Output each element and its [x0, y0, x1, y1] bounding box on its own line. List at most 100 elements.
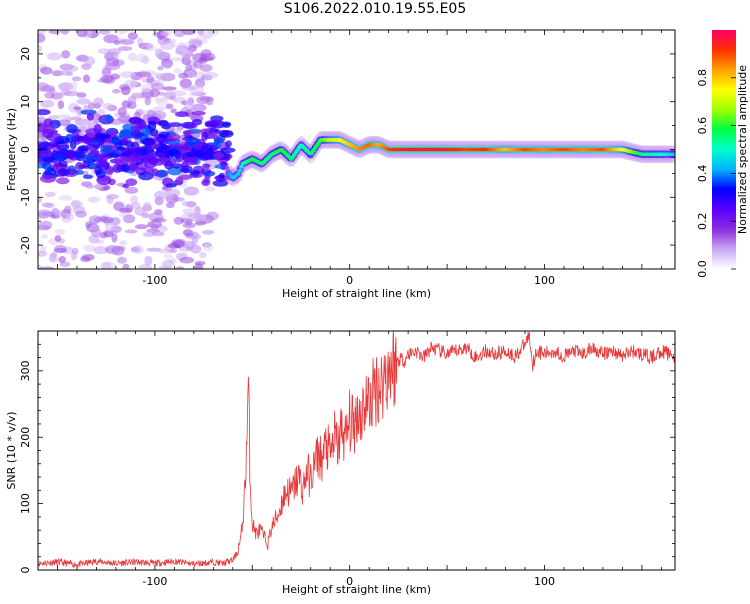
noise-blob — [166, 193, 174, 198]
noise-blob — [170, 57, 185, 62]
noise-blob — [50, 92, 64, 100]
band-blob — [46, 145, 53, 150]
colorbar-label: Normalized spectral amplitude — [736, 65, 749, 234]
band-blob — [204, 120, 221, 128]
colorbar-tick-label: 0.8 — [696, 69, 709, 87]
ridge-core — [237, 168, 242, 173]
noise-blob — [174, 266, 185, 269]
band-blob — [183, 130, 191, 138]
noise-blob — [38, 251, 48, 257]
band-blob — [219, 130, 234, 138]
noise-blob — [40, 66, 53, 75]
band-blob — [199, 128, 210, 135]
noise-blob — [133, 245, 144, 254]
snr-x-tick-label: 100 — [534, 575, 555, 588]
noise-blob — [106, 195, 114, 205]
band-blob — [176, 145, 191, 151]
noise-blob — [162, 86, 177, 91]
noise-blob — [98, 30, 111, 35]
noise-blob — [83, 244, 96, 252]
band-blob — [164, 159, 173, 170]
noise-blob — [88, 215, 102, 224]
noise-blob — [117, 245, 126, 251]
noise-blob — [196, 35, 212, 40]
noise-blob — [155, 72, 163, 80]
noise-blob — [142, 232, 155, 237]
band-blob — [56, 177, 70, 185]
noise-blob — [142, 201, 152, 210]
band-blob — [86, 113, 95, 121]
band-blob — [167, 122, 183, 127]
noise-blob — [54, 244, 67, 253]
noise-blob — [173, 30, 186, 38]
band-blob — [80, 109, 97, 115]
noise-blob — [142, 91, 154, 99]
noise-blob — [165, 202, 175, 209]
band-blob — [95, 133, 112, 139]
noise-blob — [144, 255, 153, 266]
band-blob — [93, 124, 103, 134]
band-blob — [122, 123, 134, 131]
noise-blob — [41, 234, 48, 239]
noise-blob — [153, 96, 168, 103]
noise-blob — [83, 105, 90, 110]
band-blob — [107, 167, 117, 173]
band-blob — [187, 150, 199, 158]
noise-blob — [44, 202, 55, 209]
noise-blob — [189, 244, 202, 254]
band-blob — [218, 172, 226, 179]
noise-blob — [170, 108, 177, 114]
noise-blob — [204, 186, 216, 192]
noise-blob — [154, 48, 165, 58]
heatmap-x-axis-label: Height of straight line (km) — [282, 287, 431, 300]
noise-blob — [176, 42, 189, 52]
noise-blob — [71, 76, 82, 82]
band-blob — [142, 138, 156, 146]
snr-plot-area — [38, 331, 675, 569]
band-blob — [148, 120, 157, 131]
noise-blob — [81, 253, 95, 261]
band-blob — [107, 130, 119, 136]
band-blob — [121, 163, 130, 173]
band-blob — [158, 157, 170, 162]
band-blob — [69, 139, 77, 150]
noise-blob — [116, 256, 128, 264]
band-blob — [105, 114, 113, 123]
band-blob — [38, 109, 51, 116]
noise-blob — [182, 208, 197, 214]
noise-blob — [88, 102, 95, 110]
band-blob — [39, 150, 53, 157]
noise-blob — [123, 214, 136, 224]
noise-blob — [119, 39, 135, 45]
band-blob — [46, 132, 62, 142]
noise-blob — [180, 218, 193, 224]
noise-blob — [162, 62, 173, 69]
noise-blob — [128, 52, 137, 62]
noise-blob — [104, 245, 121, 255]
noise-blob — [170, 90, 187, 97]
ridge-core — [239, 164, 244, 169]
noise-blob — [175, 49, 184, 55]
band-blob — [71, 132, 80, 137]
noise-blob — [112, 88, 121, 94]
band-blob — [105, 153, 120, 158]
band-blob — [214, 164, 227, 169]
noise-blob — [181, 51, 191, 60]
noise-blob — [185, 232, 195, 237]
noise-blob — [194, 263, 204, 269]
heatmap-x-tick-label: 0 — [346, 274, 353, 287]
noise-blob — [160, 226, 168, 232]
band-blob — [191, 111, 206, 116]
band-blob — [202, 170, 216, 177]
noise-blob — [129, 80, 138, 88]
heatmap-y-tick-label: 0 — [19, 146, 32, 153]
noise-blob — [187, 45, 197, 52]
noise-blob — [163, 253, 173, 259]
noise-blob — [124, 229, 138, 234]
noise-blob — [182, 30, 196, 35]
snr-x-tick-label: -100 — [142, 575, 167, 588]
noise-blob — [45, 191, 56, 198]
noise-blob — [61, 50, 71, 59]
band-blob — [133, 147, 142, 158]
